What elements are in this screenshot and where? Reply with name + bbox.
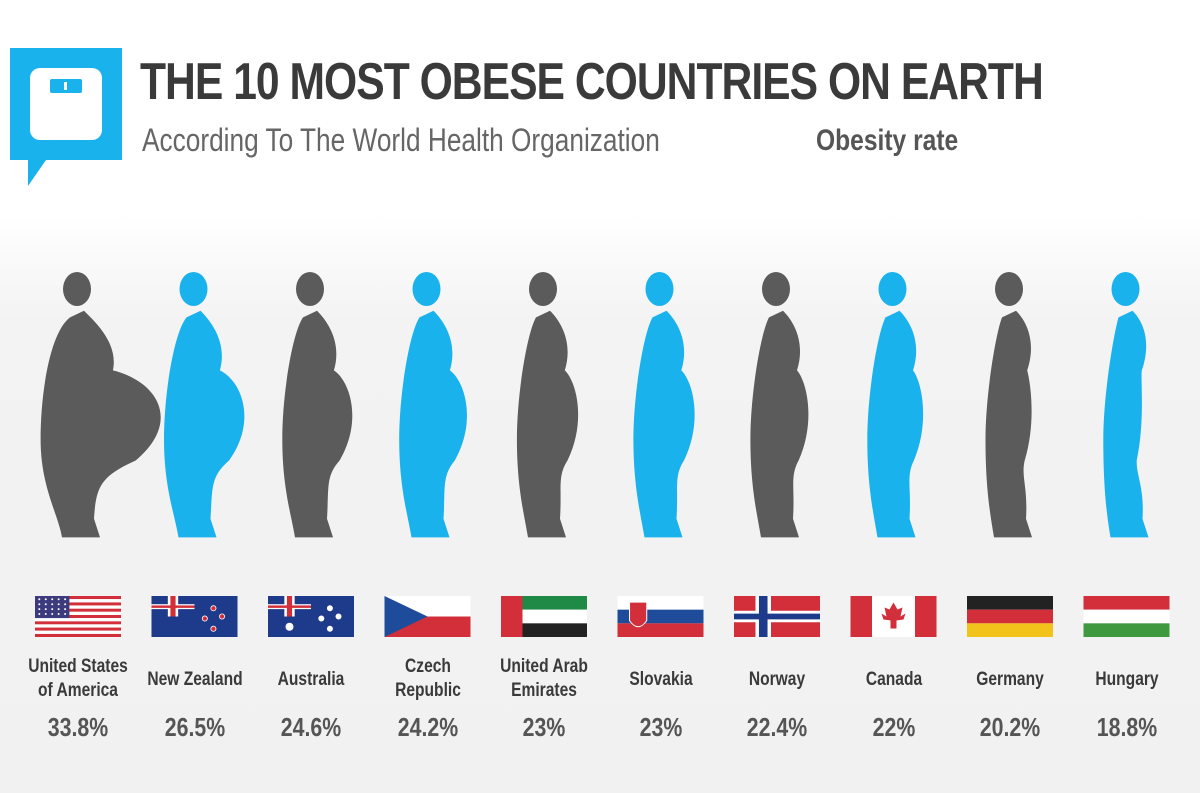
country-name-7: Norway <box>748 669 806 690</box>
obesity-rate-6: 23% <box>639 712 682 742</box>
new-zealand-flag-icon <box>151 596 238 637</box>
obesity-rate-3: 24.6% <box>280 712 342 742</box>
country-name-4: Czech Republic <box>394 656 461 701</box>
silhouette-5 <box>516 272 579 538</box>
obesity-rate-5: 23% <box>522 712 566 742</box>
australia-flag-icon <box>268 596 354 637</box>
obesity-rate-2: 26.5% <box>164 712 225 742</box>
silhouette-8 <box>867 272 924 538</box>
obesity-rate-9: 20.2% <box>979 712 1041 742</box>
canada-flag-icon <box>850 596 937 637</box>
country-name-10: Hungary <box>1094 669 1159 690</box>
silhouette-10 <box>1103 272 1149 538</box>
scale-logo-icon <box>10 48 122 186</box>
silhouette-9 <box>985 272 1032 538</box>
country-name-9: Germany <box>976 669 1044 690</box>
silhouette-4 <box>399 272 467 538</box>
obesity-rate-label: Obesity rate <box>816 124 959 157</box>
country-name-8: Canada <box>865 669 922 690</box>
page-subtitle: According To The World Health Organizati… <box>142 122 660 158</box>
norway-flag-icon <box>734 596 820 637</box>
country-name-6: Slovakia <box>628 669 693 690</box>
obesity-rate-4: 24.2% <box>397 712 458 742</box>
obesity-rate-10: 18.8% <box>1096 712 1157 742</box>
country-name-2: New Zealand <box>146 669 243 690</box>
country-name-1: United States of America <box>28 656 128 701</box>
germany-flag-icon <box>967 596 1053 637</box>
czech-flag-icon <box>384 596 471 637</box>
obesity-rate-7: 22.4% <box>746 712 808 742</box>
obesity-rate-8: 22% <box>872 712 915 742</box>
silhouette-3 <box>282 272 353 538</box>
silhouette-6 <box>633 272 695 538</box>
page-title: THE 10 MOST OBESE COUNTRIES ON EARTH <box>140 53 1044 111</box>
silhouette-2 <box>164 272 245 538</box>
slovakia-flag-icon <box>617 596 704 637</box>
country-name-3: Australia <box>277 669 345 690</box>
hungary-flag-icon <box>1083 596 1170 637</box>
usa-flag-icon <box>35 596 121 637</box>
silhouette-7 <box>750 272 809 538</box>
silhouette-1 <box>40 272 161 538</box>
uae-flag-icon <box>501 596 587 637</box>
obesity-rate-1: 33.8% <box>47 712 109 742</box>
country-name-5: United Arab Emirates <box>500 656 588 701</box>
